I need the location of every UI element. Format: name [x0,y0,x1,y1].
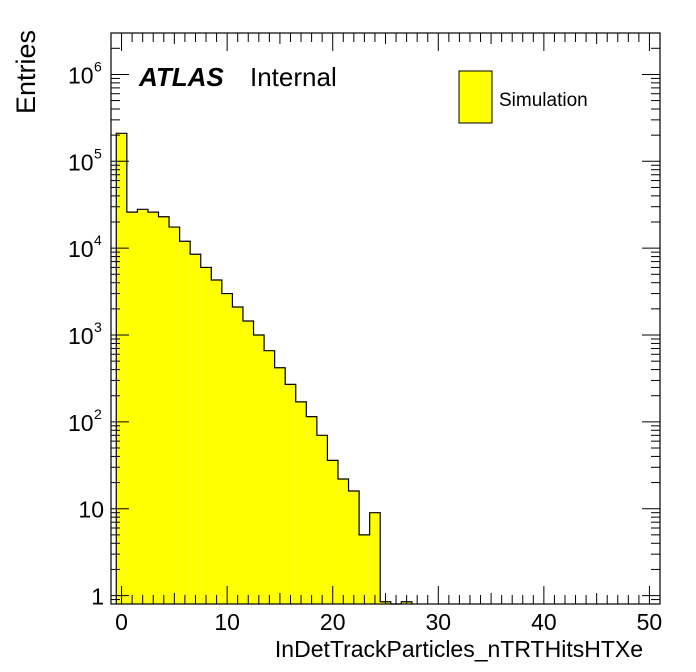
y-tick-label-exponent: 5 [94,145,102,161]
histogram-bar [137,209,148,604]
y-tick-label: 10 [68,323,94,349]
y-tick-label: 10 [68,410,94,436]
histogram-bar [348,490,360,604]
y-tick-label: 1 [91,584,104,610]
histogram-bar [274,367,286,604]
histogram-bar [169,227,180,605]
legend-label-simulation: Simulation [499,90,588,111]
y-tick-label: 10 [68,236,94,262]
x-tick-label: 10 [214,609,240,635]
histogram-bar [200,267,212,604]
y-tick-label-exponent: 3 [94,319,102,335]
histogram-bar [264,350,275,604]
x-tick-label: 30 [425,609,451,635]
histogram-bar [285,384,296,604]
y-tick-label-exponent: 2 [94,406,102,422]
histogram-bar [116,133,127,604]
histogram-bars [116,133,412,605]
x-axis-ticks: 0 10 20 30 40 50 [115,33,662,635]
status-label: Internal [250,62,337,92]
histogram-bar [369,512,381,604]
histogram-outline [115,132,413,605]
histogram-bar [242,320,254,604]
y-tick-label: 10 [68,62,94,88]
histogram-bar [232,307,243,604]
y-tick-label: 10 [68,149,94,175]
atlas-label: ATLAS [138,62,224,92]
histogram-bar [190,254,201,605]
histogram-bar [179,241,191,604]
histogram-bar [295,401,307,604]
x-axis-label: InDetTrackParticles_nTRTHitsHTXe [275,636,643,662]
histogram-bar [327,460,338,604]
y-tick-label-exponent: 6 [94,58,102,74]
y-tick-label-exponent: 4 [94,232,102,248]
histogram-bar [306,416,317,604]
x-tick-label: 40 [531,609,557,635]
histogram-bar [316,435,328,604]
legend-swatch-simulation [458,70,493,124]
x-tick-label: 50 [637,609,663,635]
histogram-bar [221,293,233,604]
legend: Simulation [458,70,588,124]
histogram-bar [359,534,370,604]
histogram-bar [126,212,138,604]
histogram-bar [158,216,170,605]
histogram-bar [211,279,222,604]
histogram-bar [337,478,349,604]
histogram-bar [253,335,265,604]
y-tick-label: 10 [78,497,104,523]
x-tick-label: 20 [320,609,346,635]
histogram-bar [147,212,159,604]
x-tick-label: 0 [115,609,128,635]
y-axis-label: Entries [11,30,41,114]
